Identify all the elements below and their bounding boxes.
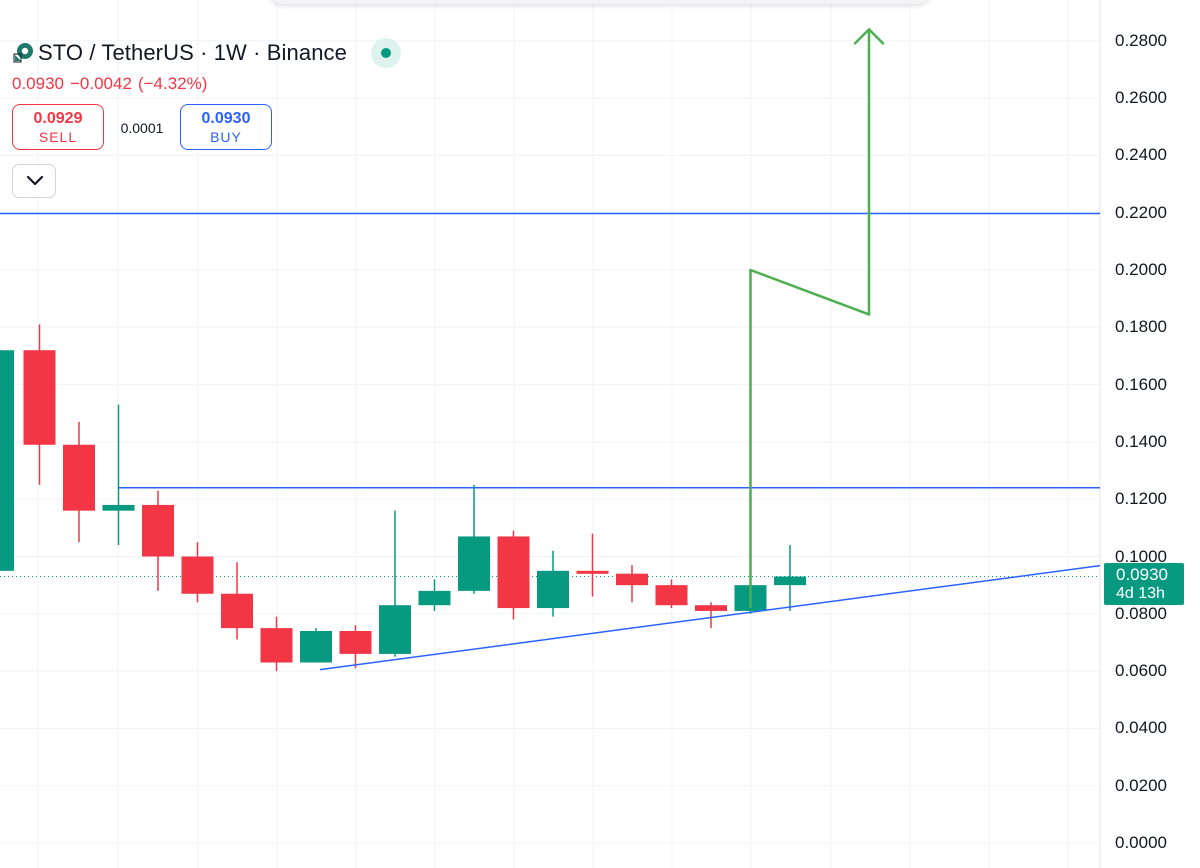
candle-body [23,350,56,445]
y-axis-tick-label: 0.2000 [1115,260,1167,279]
bar-countdown: 4d 13h [1116,585,1165,602]
collapse-legend-button[interactable] [12,164,56,198]
ascending-trendline [319,564,1101,671]
projection-path [749,29,871,609]
candle-body [774,576,806,586]
y-axis-tick-label: 0.2200 [1115,202,1167,222]
candle-body [655,585,688,606]
quote-line: 0.0930 −0.0042 (−4.32%) [12,74,213,94]
sell-button[interactable]: 0.0929 SELL [12,104,104,150]
candle-body [102,504,135,511]
y-axis-tick-label: 0.2400 [1115,145,1167,165]
top-sheet-handle [270,0,930,4]
candle-body [339,630,372,654]
symbol-header: STO / TetherUS · 1W · Binance [12,38,401,68]
candlestick-series [0,324,806,672]
drawing-overlays [319,27,1101,671]
candle-body [142,504,174,557]
y-axis-tick-label: 0.0000 [1115,833,1167,852]
y-axis-tick-label: 0.0600 [1115,661,1167,681]
candle-body [458,536,490,591]
sto-logo-icon [12,42,34,64]
y-axis-tick-label: 0.1200 [1115,489,1167,509]
y-axis-tick-label: 0.1800 [1115,317,1167,337]
y-axis-tick-label: 0.2600 [1115,88,1167,108]
y-axis-tick-label: 0.1400 [1115,431,1167,451]
sell-price: 0.0929 [33,110,83,127]
sell-label: SELL [38,129,78,145]
candle-body [418,590,451,606]
y-axis-tick-label: 0.2800 [1115,30,1167,50]
current-price-value: 0.0930 [1116,565,1168,584]
current-price-tag: 0.0930 4d 13h [1104,563,1184,605]
chevron-down-icon [26,175,44,186]
horizontal-levels [0,212,1100,578]
arrow-up-icon [853,27,885,45]
candle-body [63,444,95,511]
price-change: −0.0042 [70,74,132,93]
market-open-status-icon [370,38,401,68]
candle-body [221,593,253,629]
candle-body [260,628,293,663]
candle-body [576,570,609,574]
y-axis-tick-label: 0.0400 [1115,718,1167,738]
candle-body [537,570,569,609]
y-axis-tick-label: 0.0200 [1115,775,1167,795]
y-axis-tick-label: 0.1000 [1115,546,1167,566]
buy-price: 0.0930 [201,110,251,127]
last-price: 0.0930 [12,74,64,93]
y-axis-tick-label: 0.1600 [1115,374,1167,394]
y-axis-tick-label: 0.0800 [1115,603,1167,623]
candle-body [695,605,727,611]
price-change-percent: (−4.32%) [137,74,208,93]
buy-label: BUY [210,129,242,145]
candle-body [181,556,214,594]
candle-body [379,605,411,654]
candle-body [616,573,648,586]
candle-body [300,630,332,663]
symbol-title[interactable]: STO / TetherUS · 1W · Binance [38,40,347,65]
candle-body [497,536,530,609]
buy-button[interactable]: 0.0930 BUY [180,104,272,150]
candle-body [0,350,14,571]
spread-value: 0.0001 [120,120,164,136]
